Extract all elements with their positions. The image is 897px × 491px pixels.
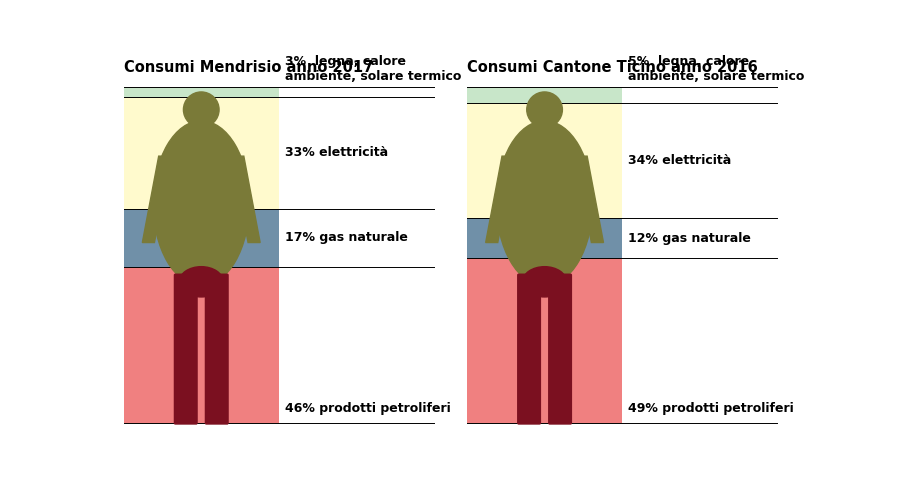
Text: 49% prodotti petroliferi: 49% prodotti petroliferi (628, 403, 794, 415)
FancyBboxPatch shape (517, 273, 541, 425)
Text: 3%  legna, calore
ambiente, solare termico: 3% legna, calore ambiente, solare termic… (285, 55, 461, 83)
FancyBboxPatch shape (205, 273, 229, 425)
Polygon shape (143, 156, 170, 243)
Polygon shape (231, 156, 260, 243)
Bar (467, 218, 623, 258)
Ellipse shape (497, 121, 593, 286)
Text: Consumi Mendrisio anno 2017: Consumi Mendrisio anno 2017 (124, 60, 373, 75)
Bar (467, 86, 623, 104)
Bar (467, 218, 623, 258)
Text: 33% elettricità: 33% elettricità (285, 146, 388, 160)
Bar (467, 104, 623, 218)
Bar (124, 97, 279, 209)
Ellipse shape (179, 267, 223, 297)
Bar (124, 267, 279, 423)
Polygon shape (485, 156, 514, 243)
Circle shape (183, 92, 219, 127)
Text: 5%  legna, calore
ambiente, solare termico: 5% legna, calore ambiente, solare termic… (628, 55, 805, 83)
Circle shape (527, 92, 562, 127)
Bar (124, 209, 279, 267)
FancyBboxPatch shape (174, 273, 197, 425)
Bar (124, 86, 279, 97)
Bar (124, 209, 279, 267)
Text: Consumi Cantone Ticino anno 2016: Consumi Cantone Ticino anno 2016 (467, 60, 758, 75)
Text: 46% prodotti petroliferi: 46% prodotti petroliferi (285, 403, 450, 415)
Text: 34% elettricità: 34% elettricità (628, 154, 732, 167)
FancyBboxPatch shape (548, 273, 572, 425)
Text: 17% gas naturale: 17% gas naturale (285, 231, 408, 245)
Bar (467, 258, 623, 423)
Polygon shape (575, 156, 604, 243)
Text: 12% gas naturale: 12% gas naturale (628, 232, 751, 245)
Ellipse shape (523, 267, 567, 297)
Ellipse shape (153, 121, 249, 286)
